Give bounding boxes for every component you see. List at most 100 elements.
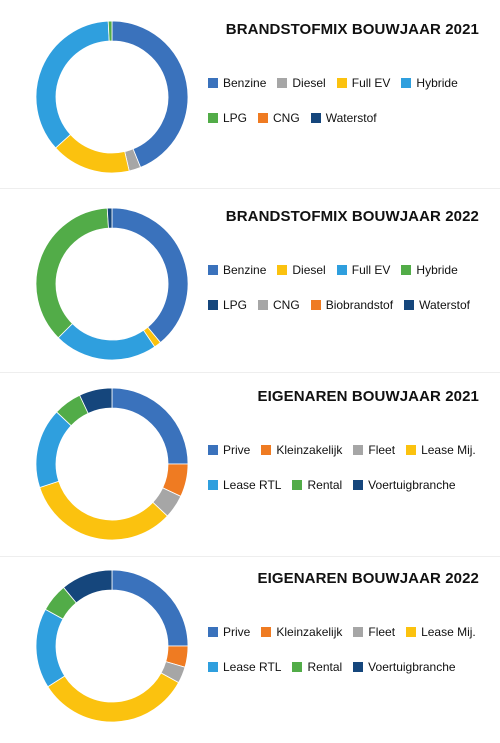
legend-label: Lease RTL [223, 660, 282, 674]
legend-swatch [208, 480, 218, 490]
donut-slice-lease-mij [47, 672, 180, 723]
legend-item: Diesel [277, 263, 326, 277]
panel-divider [0, 188, 500, 189]
chart-title: EIGENAREN BOUWJAAR 2022 [257, 570, 479, 587]
legend-item: CNG [258, 111, 300, 125]
legend-item: Kleinzakelijk [261, 443, 342, 457]
legend-label: Hybride [416, 76, 458, 90]
legend-label: Waterstof [419, 298, 470, 312]
legend-label: Rental [307, 660, 343, 674]
legend-label: Hybride [416, 263, 458, 277]
legend-label: Voertuigbranche [368, 478, 456, 492]
donut-chart [35, 20, 189, 174]
legend-label: Kleinzakelijk [276, 625, 343, 639]
chart-panel-owners-2021: EIGENAREN BOUWJAAR 2021 Prive Kleinzakeli… [0, 367, 500, 541]
legend-item: CNG [258, 298, 300, 312]
chart-legend: Benzine Diesel Full EV Hybride LPG CNG Waterst… [208, 76, 488, 146]
legend-swatch [277, 265, 288, 275]
donut-chart [35, 569, 189, 723]
legend-label: Fleet [368, 625, 396, 639]
panel-divider [0, 372, 500, 373]
donut-slice-voertuigbranche [79, 387, 113, 414]
chart-title: BRANDSTOFMIX BOUWJAAR 2021 [225, 21, 479, 38]
legend-label: Benzine [223, 76, 267, 90]
legend-swatch [406, 445, 417, 455]
legend-item: Full EV [336, 76, 390, 90]
donut-slice-lease-rtl [35, 411, 72, 488]
legend-row: Lease RTL Rental Voertuigbranche [208, 660, 488, 674]
legend-swatch [208, 662, 218, 672]
legend-swatch [310, 113, 321, 123]
legend-row: LPG CNG Waterstof [208, 111, 488, 125]
legend-label: Lease Mij. [421, 625, 476, 639]
legend-swatch [336, 78, 347, 88]
donut-slice-lease-rtl [35, 608, 66, 688]
legend-label: Benzine [223, 263, 267, 277]
legend-item: Lease RTL [208, 660, 281, 674]
donut-chart [35, 207, 189, 361]
legend-item: Voertuigbranche [353, 660, 456, 674]
legend-item: LPG [208, 298, 247, 312]
legend-swatch [353, 445, 364, 455]
legend-swatch [208, 627, 218, 637]
legend-row: Benzine Diesel Full EV Hybride [208, 263, 488, 277]
legend-swatch [208, 113, 218, 123]
legend-label: Prive [223, 625, 251, 639]
donut-chart [35, 387, 189, 541]
donut-slice-benzine [111, 20, 189, 168]
legend-label: Diesel [292, 76, 326, 90]
legend-item: Kleinzakelijk [261, 625, 342, 639]
legend-label: Kleinzakelijk [276, 443, 343, 457]
legend-item: Lease Mij. [406, 443, 476, 457]
legend-swatch [353, 480, 364, 490]
donut-slice-hybride [35, 207, 109, 339]
chart-legend: Prive Kleinzakelijk Fleet Lease Mij. Lease R… [208, 625, 488, 695]
legend-swatch [208, 78, 218, 88]
legend-swatch [277, 78, 288, 88]
chart-panel-fuel-2022: BRANDSTOFMIX BOUWJAAR 2022 Benzine Diesel… [0, 187, 500, 361]
legend-row: Benzine Diesel Full EV Hybride [208, 76, 488, 90]
chart-panel-owners-2022: EIGENAREN BOUWJAAR 2022 Prive Kleinzakeli… [0, 549, 500, 723]
panel-divider [0, 556, 500, 557]
legend-label: Biobrandstof [325, 298, 394, 312]
donut-slice-prive [111, 387, 189, 465]
donut-slice-voertuigbranche [62, 569, 113, 604]
legend-item: Benzine [208, 76, 266, 90]
donut-slice-lease-mij [39, 480, 168, 541]
legend-label: Rental [307, 478, 343, 492]
legend-row: Lease RTL Rental Voertuigbranche [208, 478, 488, 492]
legend-swatch [401, 78, 412, 88]
legend-label: Voertuigbranche [368, 660, 456, 674]
donut-slice-full-ev [57, 323, 156, 361]
chart-legend: Benzine Diesel Full EV Hybride LPG CNG Biobran… [208, 263, 488, 333]
legend-swatch [310, 300, 321, 310]
legend-label: Diesel [292, 263, 326, 277]
legend-item: Diesel [277, 76, 326, 90]
legend-item: Hybride [401, 76, 458, 90]
chart-title: EIGENAREN BOUWJAAR 2021 [257, 388, 479, 405]
donut-slice-prive [111, 569, 189, 647]
legend-swatch [404, 300, 415, 310]
legend-row: Prive Kleinzakelijk Fleet Lease Mij. [208, 443, 488, 457]
legend-item: Full EV [336, 263, 391, 277]
legend-item: Rental [292, 660, 342, 674]
legend-item: Biobrandstof [310, 298, 394, 312]
legend-swatch [406, 627, 417, 637]
donut-slice-lpg [107, 20, 113, 42]
legend-swatch [353, 627, 364, 637]
legend-item: Waterstof [310, 111, 377, 125]
legend-label: CNG [273, 111, 300, 125]
legend-row: Prive Kleinzakelijk Fleet Lease Mij. [208, 625, 488, 639]
chart-legend: Prive Kleinzakelijk Fleet Lease Mij. Lease R… [208, 443, 488, 513]
legend-swatch [208, 300, 218, 310]
legend-item: Voertuigbranche [353, 478, 456, 492]
legend-item: Fleet [353, 443, 395, 457]
donut-slice-benzine [111, 207, 189, 344]
legend-item: LPG [208, 111, 247, 125]
legend-swatch [261, 445, 272, 455]
chart-panel-fuel-2021: BRANDSTOFMIX BOUWJAAR 2021 Benzine Diesel… [0, 0, 500, 174]
legend-swatch [336, 265, 347, 275]
legend-label: Full EV [351, 263, 391, 277]
legend-swatch [208, 265, 218, 275]
legend-item: Waterstof [404, 298, 470, 312]
